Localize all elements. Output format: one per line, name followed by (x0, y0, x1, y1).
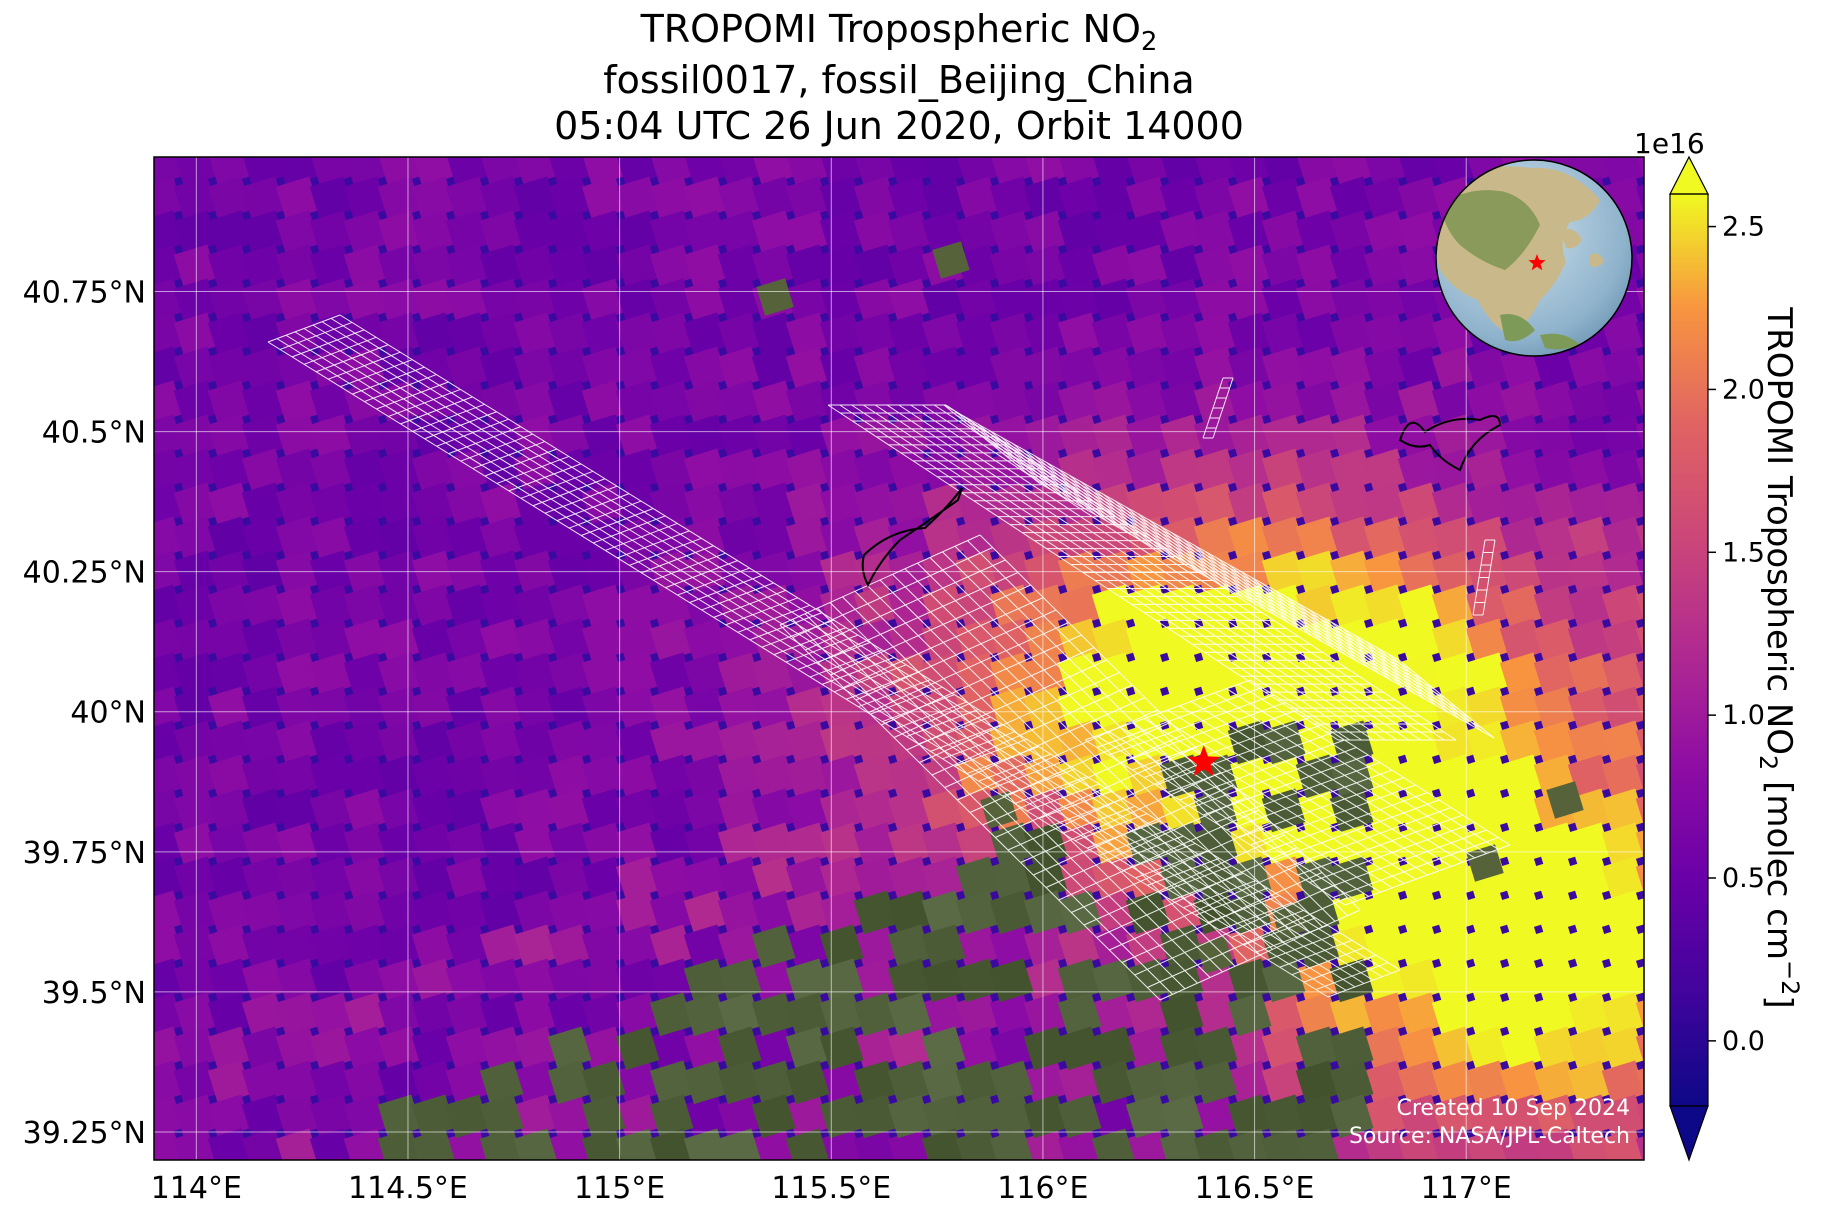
map-panel: Created 10 Sep 2024 Source: NASA/JPL-Cal… (153, 156, 1645, 1161)
lat-tick-label: 39.75°N (23, 836, 146, 871)
colorbar-tick-label: 1.5 (1722, 537, 1765, 568)
title-line-1: TROPOMI Tropospheric NO2 (640, 7, 1158, 57)
longitude-axis: 114°E 114.5°E 115°E 115.5°E 116°E 116.5°E 117°… (151, 1171, 1512, 1205)
target-star-marker (1187, 745, 1220, 776)
lon-tick-label: 114.5°E (348, 1171, 468, 1205)
lon-tick-label: 115.5°E (771, 1171, 891, 1205)
colorbar-tick-label: 2.5 (1722, 212, 1765, 243)
lat-tick-label: 40°N (70, 696, 146, 731)
lat-tick-label: 39.25°N (23, 1116, 146, 1151)
colorbar-exponent: 1e16 (1634, 127, 1705, 160)
colorbar-ticks: 0.0 0.5 1.0 1.5 2.0 2.5 (1708, 212, 1765, 1057)
reservoir-outline (861, 487, 963, 588)
title-line-3: 05:04 UTC 26 Jun 2020, Orbit 14000 (554, 104, 1244, 148)
lon-tick-label: 116°E (997, 1171, 1088, 1205)
title-line-2: fossil0017, fossil_Beijing_China (603, 58, 1195, 102)
globe-landmass (1436, 166, 1604, 350)
colorbar-gradient (1670, 194, 1708, 1106)
lon-tick-label: 115°E (574, 1171, 665, 1205)
globe-location-star (1528, 254, 1546, 271)
lon-tick-label: 116.5°E (1195, 1171, 1315, 1205)
map-gridlines (154, 157, 1644, 1160)
colorbar-extend-max (1669, 155, 1709, 195)
credit-source: Source: NASA/JPL-Caltech (1349, 1124, 1630, 1149)
map-frame (153, 156, 1645, 1161)
figure-title: TROPOMI Tropospheric NO2 fossil0017, fos… (154, 6, 1644, 149)
lat-tick-label: 40.25°N (23, 556, 146, 591)
inset-globe (1435, 159, 1633, 357)
colorbar-tick-label: 0.5 (1722, 863, 1765, 894)
colorbar-tick-label: 2.0 (1722, 374, 1765, 405)
lat-tick-label: 40.75°N (23, 275, 146, 310)
lon-tick-label: 117°E (1421, 1171, 1512, 1205)
colorbar-tick-label: 0.0 (1722, 1026, 1765, 1057)
colorbar-tick-label: 1.0 (1722, 700, 1765, 731)
latitude-axis: 39.25°N 39.5°N 39.75°N 40°N 40.25°N 40.5°N 40.… (23, 275, 146, 1151)
colorbar-extend-min (1669, 1105, 1709, 1162)
lon-tick-label: 114°E (151, 1171, 242, 1205)
credit-created: Created 10 Sep 2024 (1397, 1096, 1631, 1121)
lat-tick-label: 39.5°N (42, 976, 146, 1011)
overpass-grid-overlay (267, 314, 1511, 1001)
colorbar: 0.0 0.5 1.0 1.5 2.0 2.5 1e16 TROPOMI Troposph… (1634, 127, 1804, 1162)
lat-tick-label: 40.5°N (42, 416, 146, 451)
colorbar-label: TROPOMI Tropospheric NO2 [molec cm−2] (1754, 306, 1804, 1008)
